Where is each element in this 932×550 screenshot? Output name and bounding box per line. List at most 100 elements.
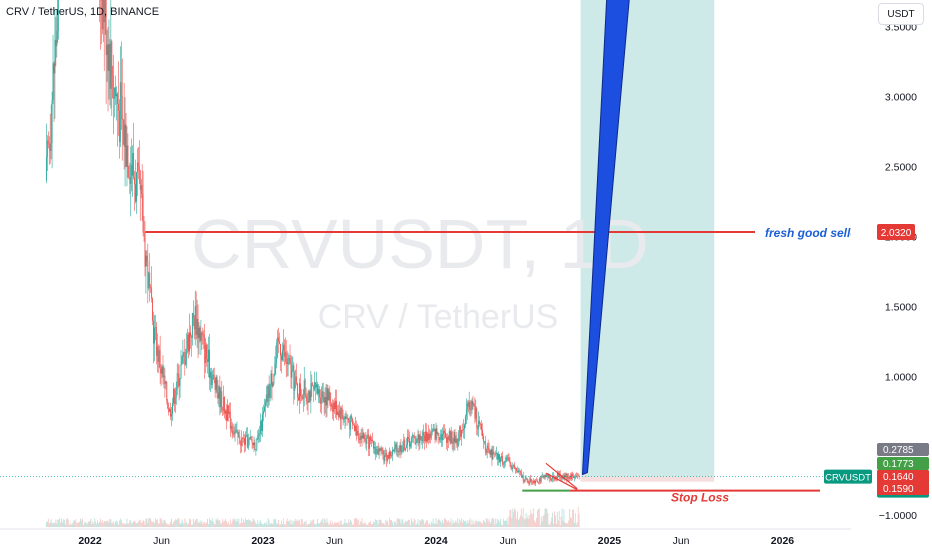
volume-bar: [484, 522, 486, 527]
candle-body: [260, 421, 262, 434]
candle-body: [577, 475, 579, 477]
volume-bar: [444, 518, 445, 527]
volume-bar: [325, 523, 327, 527]
candle-body: [482, 435, 484, 442]
volume-bar: [135, 523, 137, 527]
candle-body: [257, 435, 259, 439]
candle-body: [119, 82, 121, 142]
candle-body: [164, 375, 166, 384]
candle-body: [152, 298, 154, 321]
candle-body: [116, 93, 117, 97]
volume-bar: [513, 511, 515, 527]
y-tick-label: 2.5000: [885, 162, 917, 174]
candle-body: [148, 272, 150, 289]
candle-body: [381, 448, 383, 450]
volume-bar: [48, 523, 50, 527]
volume-bar: [563, 509, 565, 527]
volume-bar: [178, 518, 180, 527]
volume-bar: [556, 511, 558, 527]
candle-body: [311, 383, 313, 384]
volume-bar: [377, 524, 379, 527]
candle-body: [573, 477, 575, 478]
candle-body: [286, 361, 288, 365]
candle-body: [464, 416, 466, 425]
volume-bar: [74, 520, 76, 527]
candle-body: [489, 450, 491, 455]
candle-body: [143, 232, 145, 234]
candle-body: [266, 394, 268, 402]
candle-body: [530, 478, 532, 483]
volume-bar: [122, 522, 124, 527]
volume-bar: [505, 521, 507, 527]
candle-body: [349, 422, 351, 430]
candle-body: [258, 433, 260, 436]
volume-bar: [239, 523, 241, 527]
volume-bar: [519, 515, 521, 527]
volume-bar: [390, 520, 392, 527]
volume-bar: [422, 519, 424, 527]
volume-bar: [131, 523, 133, 527]
volume-bar: [91, 524, 93, 527]
volume-bar: [487, 521, 489, 527]
volume-bar: [310, 520, 312, 527]
volume-bar: [98, 523, 99, 527]
candle-body: [344, 416, 346, 419]
volume-bar: [199, 523, 201, 527]
candle-body: [355, 425, 357, 436]
candle-body: [208, 349, 210, 378]
volume-bar: [307, 524, 309, 527]
candle-body: [227, 405, 229, 414]
candle-body: [54, 39, 56, 74]
candle-body: [495, 453, 497, 455]
candle-body: [273, 373, 275, 384]
volume-bar: [525, 513, 527, 527]
volume-bar: [183, 524, 185, 527]
volume-bar: [373, 522, 375, 527]
volume-bar: [174, 519, 176, 527]
candle-body: [546, 475, 548, 477]
candle-body: [125, 124, 127, 167]
currency-button[interactable]: USDT: [878, 3, 924, 25]
candle-body: [314, 382, 316, 390]
volume-bar: [374, 519, 376, 527]
volume-bar: [553, 523, 554, 527]
candle-body: [200, 332, 202, 341]
candle-body: [357, 430, 359, 439]
volume-bar: [201, 521, 203, 527]
volume-bar: [518, 518, 520, 527]
volume-bar: [336, 522, 338, 527]
candle-body: [208, 349, 209, 362]
candle-body: [376, 449, 378, 450]
candle-body: [463, 424, 465, 429]
candle-body: [251, 439, 253, 443]
volume-bar: [262, 523, 263, 527]
volume-bar: [427, 520, 428, 527]
volume-bar: [382, 523, 384, 527]
candle-body: [249, 437, 251, 440]
candle-body: [115, 87, 117, 97]
candle-body: [537, 482, 539, 483]
candle-body: [121, 95, 123, 120]
volume-bar: [124, 523, 126, 527]
candle-body: [281, 350, 283, 361]
volume-bar: [53, 522, 55, 527]
volume-bar: [188, 523, 190, 527]
volume-bar: [299, 519, 300, 527]
volume-bar: [284, 524, 286, 527]
candle-body: [223, 397, 225, 411]
volume-bar: [413, 518, 415, 527]
volume-bar: [196, 518, 198, 527]
candle-body: [389, 451, 391, 459]
candle-body: [318, 389, 319, 394]
candle-body: [306, 397, 308, 402]
volume-bar: [280, 524, 281, 527]
candle-body: [509, 461, 511, 464]
volume-bar: [426, 520, 427, 527]
volume-bar: [97, 520, 99, 527]
volume-bar: [393, 521, 395, 527]
volume-bar: [460, 521, 462, 527]
candle-body: [168, 408, 170, 413]
volume-bar: [152, 522, 154, 527]
candle-body: [365, 439, 367, 444]
